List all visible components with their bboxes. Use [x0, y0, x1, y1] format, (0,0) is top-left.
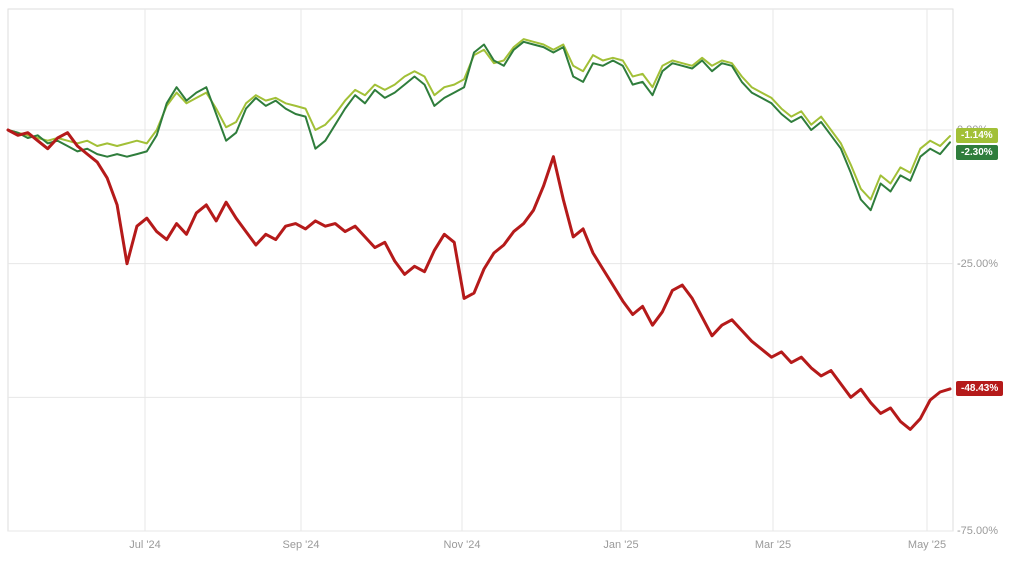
series-value-badge-dark-green: -2.30%: [956, 145, 998, 161]
y-axis-tick: -75.00%: [957, 525, 998, 537]
dark-green-line: [7, 40, 951, 212]
series-value-badge-red: -48.43%: [956, 380, 1004, 396]
plot-border: [7, 8, 954, 532]
x-axis-label: Jan '25: [603, 539, 639, 551]
light-green-line: [7, 38, 951, 201]
x-axis-label: Nov '24: [443, 539, 481, 551]
red-line: [6, 128, 952, 431]
x-axis-label: Mar '25: [754, 539, 792, 551]
x-axis-label: Sep '24: [282, 539, 320, 551]
x-axis-label: Jul '24: [129, 539, 161, 551]
x-axis-label: May '25: [907, 539, 947, 551]
y-axis-tick: -25.00%: [957, 257, 998, 270]
series-value-badge-light-green: -1.14%: [956, 128, 998, 144]
